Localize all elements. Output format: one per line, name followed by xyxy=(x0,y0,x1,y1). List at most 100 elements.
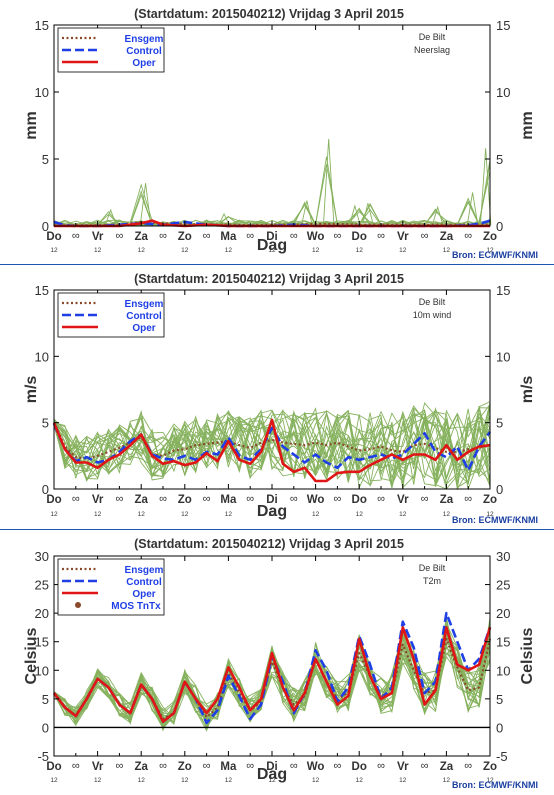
x-day-label: Ma xyxy=(220,494,237,506)
x-day-label: Vr xyxy=(92,761,104,773)
station-label: De Bilt xyxy=(419,563,446,573)
y-tick-label-left: 10 xyxy=(35,349,49,364)
station-label: De Bilt xyxy=(419,297,446,307)
y-tick-label-left: 20 xyxy=(35,606,49,621)
series-oper-line xyxy=(52,418,491,483)
y-tick-label-right: 0 xyxy=(496,720,503,735)
x-midnight-symbol: ∞ xyxy=(246,493,254,505)
legend-label-oper: Oper xyxy=(132,323,155,334)
x-day-label: Wo xyxy=(307,761,325,773)
x-midnight-symbol: ∞ xyxy=(72,760,80,772)
x-midnight-symbol: ∞ xyxy=(246,760,254,772)
y-tick-label-right: 10 xyxy=(496,349,510,364)
x-midnight-symbol: ∞ xyxy=(377,230,385,242)
x-day-label: Do xyxy=(352,761,367,773)
x-hour-label: 12 xyxy=(50,511,58,518)
ensemble-member-line xyxy=(53,630,491,723)
x-day-label: Do xyxy=(352,494,367,506)
y-tick-label-right: 25 xyxy=(496,578,510,593)
x-midnight-symbol: ∞ xyxy=(203,230,211,242)
x-hour-label: 12 xyxy=(312,247,320,254)
y-tick-label-right: 5 xyxy=(496,692,503,707)
variable-label: Neerslag xyxy=(414,45,450,55)
legend-label-oper: Oper xyxy=(132,58,155,69)
ensemble-peak-line xyxy=(349,204,361,225)
x-hour-label: 12 xyxy=(399,247,407,254)
legend-label-ensgem: Ensgem xyxy=(125,34,164,45)
legend-label-control: Control xyxy=(126,46,162,57)
x-midnight-symbol: ∞ xyxy=(159,230,167,242)
x-hour-label: 12 xyxy=(399,511,407,518)
x-day-label: Zo xyxy=(178,761,192,773)
x-day-label: Zo xyxy=(178,231,192,243)
x-day-label: Vr xyxy=(397,761,409,773)
x-hour-label: 12 xyxy=(94,247,102,254)
x-hour-label: 12 xyxy=(443,247,451,254)
y-tick-label-right: 30 xyxy=(496,549,510,564)
ensemble-peak-line xyxy=(479,148,492,225)
legend-swatch-mos xyxy=(75,602,81,608)
y-axis-label-right: Celsius xyxy=(519,627,536,684)
x-midnight-symbol: ∞ xyxy=(464,230,472,242)
x-hour-label: 12 xyxy=(312,511,320,518)
x-midnight-symbol: ∞ xyxy=(333,230,341,242)
chart-panel-3: (Startdatum: 2015040212) Vrijdag 3 April… xyxy=(23,537,538,790)
chart-panel-2: (Startdatum: 2015040212) Vrijdag 3 April… xyxy=(23,272,538,525)
chart-title: (Startdatum: 2015040212) Vrijdag 3 April… xyxy=(134,537,404,551)
station-label: De Bilt xyxy=(419,32,446,42)
ensemble-member-line xyxy=(53,162,491,226)
x-hour-label: 12 xyxy=(225,777,233,784)
x-midnight-symbol: ∞ xyxy=(115,493,123,505)
ensemble-members xyxy=(53,401,491,491)
ensemble-members xyxy=(53,138,492,226)
x-axis-label: Dag xyxy=(257,766,287,783)
ensemble-peak-line xyxy=(432,205,444,225)
x-day-label: Zo xyxy=(483,761,497,773)
y-tick-label-right: 15 xyxy=(496,283,510,298)
x-hour-label: 12 xyxy=(486,777,494,784)
variable-label: T2m xyxy=(423,576,441,586)
ensemble-peak-line xyxy=(139,183,152,225)
source-credit: Bron: ECMWF/KNMI xyxy=(452,250,538,260)
x-hour-label: 12 xyxy=(486,247,494,254)
x-midnight-symbol: ∞ xyxy=(377,493,385,505)
y-axis-label-right: m/s xyxy=(519,376,536,404)
x-hour-label: 12 xyxy=(50,247,58,254)
ensemble-member-line xyxy=(53,412,491,487)
x-hour-label: 12 xyxy=(181,247,189,254)
ensemble-member-line xyxy=(53,159,491,226)
ensemble-member-line xyxy=(53,171,491,226)
x-hour-label: 12 xyxy=(312,777,320,784)
y-tick-label-left: -5 xyxy=(37,749,49,764)
ensemble-peak-line xyxy=(322,138,335,225)
y-tick-label-left: 25 xyxy=(35,578,49,593)
x-hour-label: 12 xyxy=(225,247,233,254)
ensemble-peak-line xyxy=(105,208,117,225)
x-day-label: Di xyxy=(266,231,278,243)
x-midnight-symbol: ∞ xyxy=(333,760,341,772)
x-day-label: Ma xyxy=(220,231,237,243)
x-day-label: Ma xyxy=(220,761,237,773)
y-axis-label-left: m/s xyxy=(23,376,40,404)
x-hour-label: 12 xyxy=(94,777,102,784)
x-midnight-symbol: ∞ xyxy=(203,760,211,772)
x-day-label: Za xyxy=(134,231,148,243)
x-hour-label: 12 xyxy=(268,511,276,518)
y-tick-label-left: 10 xyxy=(35,663,49,678)
x-hour-label: 12 xyxy=(486,511,494,518)
ensemble-member-line xyxy=(53,164,491,226)
x-hour-label: 12 xyxy=(181,511,189,518)
y-tick-label-left: 5 xyxy=(42,152,49,167)
y-tick-label-left: 0 xyxy=(42,720,49,735)
variable-label: 10m wind xyxy=(413,310,452,320)
y-tick-label-right: 5 xyxy=(496,152,503,167)
x-hour-label: 12 xyxy=(443,511,451,518)
x-day-label: Wo xyxy=(307,494,325,506)
x-midnight-symbol: ∞ xyxy=(290,230,298,242)
ensemble-peak-line xyxy=(301,200,313,225)
y-tick-label-left: 15 xyxy=(35,283,49,298)
